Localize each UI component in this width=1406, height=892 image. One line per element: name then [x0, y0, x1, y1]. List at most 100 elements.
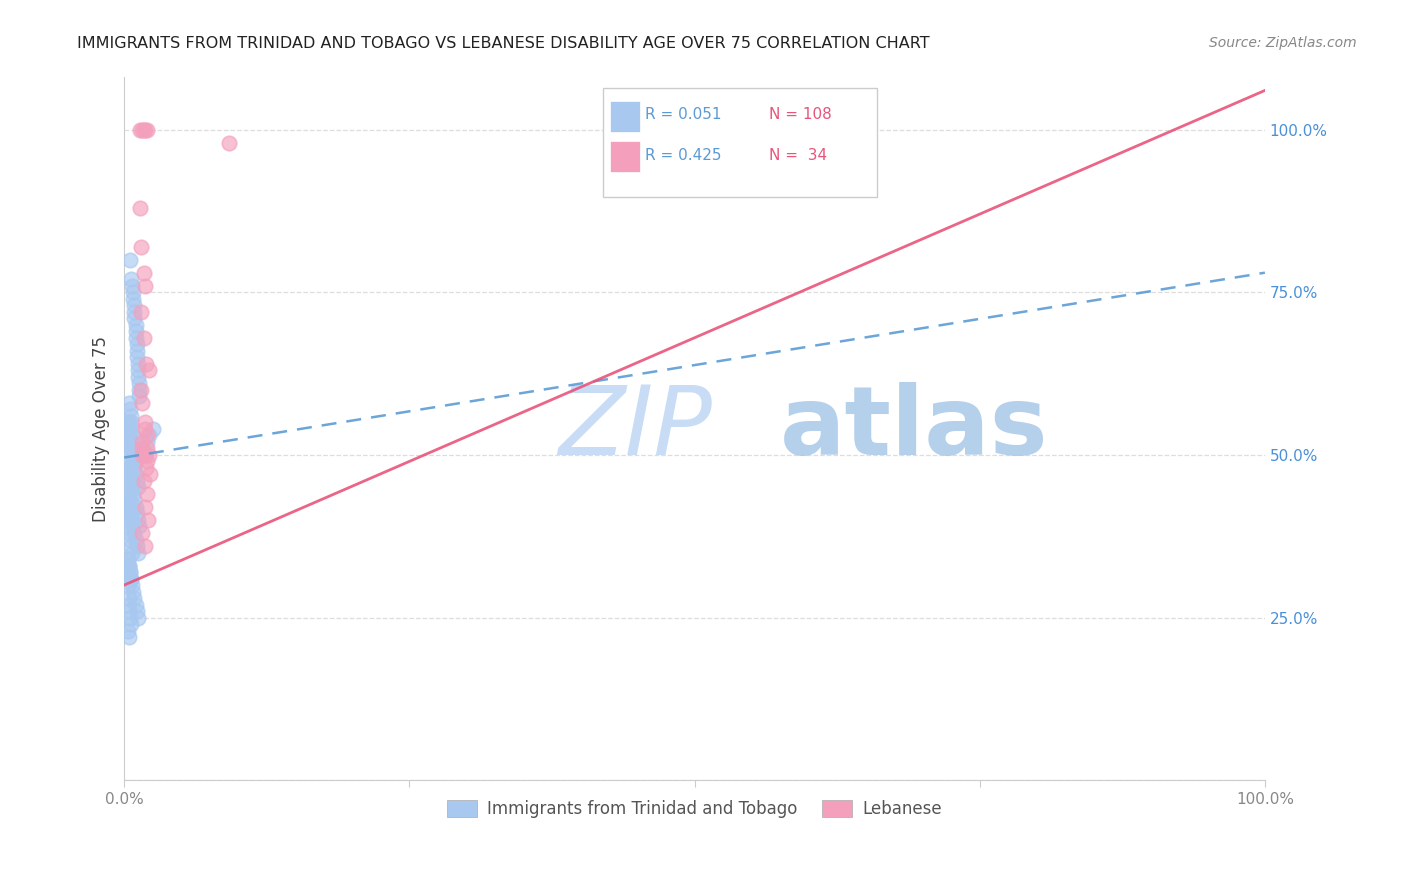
Point [122, 442, 145, 456]
Point [118, 565, 141, 579]
Point [132, 474, 155, 488]
Point [128, 376, 150, 391]
Point [121, 448, 143, 462]
Point [124, 318, 146, 332]
Point [118, 630, 141, 644]
Point [131, 526, 153, 541]
Point [124, 448, 146, 462]
Point [127, 480, 149, 494]
Point [132, 266, 155, 280]
Point [134, 448, 156, 462]
Point [122, 519, 145, 533]
Point [117, 598, 139, 612]
Point [118, 493, 141, 508]
Text: atlas: atlas [780, 383, 1049, 475]
Point [138, 363, 160, 377]
Point [122, 454, 145, 468]
Point [125, 604, 148, 618]
Point [120, 442, 142, 456]
Point [118, 461, 141, 475]
Point [117, 487, 139, 501]
Point [128, 519, 150, 533]
Point [127, 545, 149, 559]
FancyBboxPatch shape [610, 142, 640, 172]
Point [134, 500, 156, 514]
Point [131, 122, 153, 136]
Point [122, 292, 145, 306]
Point [124, 598, 146, 612]
Point [122, 584, 145, 599]
Point [124, 298, 146, 312]
FancyBboxPatch shape [610, 101, 640, 131]
Point [134, 122, 156, 136]
Point [124, 311, 146, 326]
Point [124, 454, 146, 468]
Point [121, 480, 143, 494]
Point [118, 493, 141, 508]
Point [120, 507, 142, 521]
Point [124, 461, 146, 475]
Point [120, 572, 142, 586]
Point [128, 389, 150, 403]
Point [121, 513, 143, 527]
Point [122, 285, 145, 300]
Point [124, 304, 146, 318]
Point [127, 610, 149, 624]
Point [118, 610, 141, 624]
Point [129, 448, 152, 462]
Text: R = 0.051: R = 0.051 [645, 107, 723, 122]
Point [127, 363, 149, 377]
Point [124, 467, 146, 482]
Point [136, 442, 159, 456]
Point [125, 474, 148, 488]
Point [120, 474, 142, 488]
Point [124, 493, 146, 508]
Point [131, 240, 153, 254]
Point [120, 474, 142, 488]
Point [118, 533, 141, 547]
Point [121, 428, 143, 442]
Point [139, 467, 162, 482]
Point [127, 357, 149, 371]
Point [120, 409, 142, 423]
Point [120, 416, 142, 430]
Point [132, 331, 155, 345]
Point [131, 434, 153, 449]
Point [134, 539, 156, 553]
Text: ZIP: ZIP [558, 383, 711, 475]
Point [121, 578, 143, 592]
Point [125, 337, 148, 351]
Point [131, 442, 153, 456]
Point [125, 351, 148, 365]
Point [120, 442, 142, 456]
Point [124, 331, 146, 345]
Point [118, 434, 141, 449]
Point [127, 513, 149, 527]
Point [135, 357, 157, 371]
Point [117, 624, 139, 638]
Point [131, 383, 153, 397]
Point [142, 422, 165, 436]
Point [118, 604, 141, 618]
Point [118, 428, 141, 442]
Point [121, 278, 143, 293]
Point [134, 422, 156, 436]
Point [138, 428, 160, 442]
Point [118, 396, 141, 410]
Point [136, 428, 159, 442]
Point [136, 513, 159, 527]
Point [132, 122, 155, 136]
Text: N =  34: N = 34 [769, 148, 827, 163]
Point [128, 383, 150, 397]
Point [120, 617, 142, 632]
Text: R = 0.425: R = 0.425 [645, 148, 723, 163]
Point [117, 552, 139, 566]
Point [125, 539, 148, 553]
Point [131, 304, 153, 318]
Point [118, 252, 141, 267]
Point [118, 402, 141, 417]
Point [136, 434, 159, 449]
Point [120, 272, 142, 286]
Point [138, 448, 160, 462]
Point [117, 454, 139, 468]
